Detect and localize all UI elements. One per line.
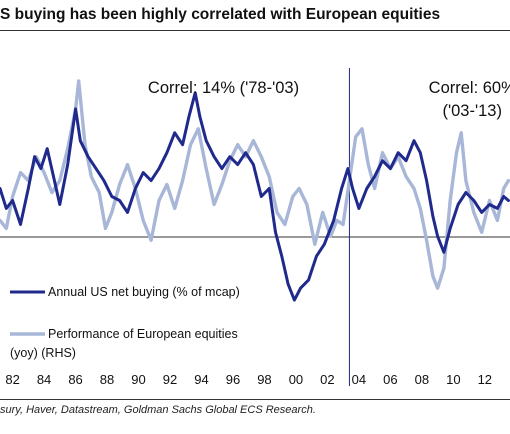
x-tick-label: 84 bbox=[37, 372, 51, 387]
x-tick-label: 08 bbox=[415, 372, 429, 387]
legend-label-us-net-buying: Annual US net buying (% of mcap) bbox=[48, 285, 240, 299]
x-tick-label: 82 bbox=[5, 372, 19, 387]
x-tick-label: 02 bbox=[320, 372, 334, 387]
x-tick-label: 12 bbox=[478, 372, 492, 387]
annotation-text: Correl: 14% ('78-'03) bbox=[148, 79, 299, 97]
title-rule bbox=[0, 30, 510, 31]
x-tick-label: 10 bbox=[446, 372, 460, 387]
x-tick-label: 06 bbox=[383, 372, 397, 387]
series-line-european-equities bbox=[0, 79, 510, 290]
x-tick-label: 86 bbox=[68, 372, 82, 387]
annotation-text: ('03-'13) bbox=[442, 102, 502, 120]
x-tick-label: 90 bbox=[131, 372, 145, 387]
x-tick-label: 00 bbox=[289, 372, 303, 387]
legend-label-european-equities: Performance of European equities bbox=[48, 327, 238, 341]
x-tick-label: 96 bbox=[226, 372, 240, 387]
legend-label-european-equities-line2: (yoy) (RHS) bbox=[10, 346, 76, 360]
series-line-us-net-buying bbox=[0, 91, 510, 302]
x-tick-label: 92 bbox=[163, 372, 177, 387]
source-note: sury, Haver, Datastream, Goldman Sachs G… bbox=[0, 404, 316, 416]
footer-rule bbox=[0, 399, 510, 400]
x-tick-label: 04 bbox=[352, 372, 366, 387]
x-tick-label: 94 bbox=[194, 372, 208, 387]
annotation-text: Correl: 60% bbox=[429, 79, 510, 97]
x-tick-label: 98 bbox=[257, 372, 271, 387]
chart-title: S buying has been highly correlated with… bbox=[0, 6, 441, 23]
x-tick-label: 88 bbox=[100, 372, 114, 387]
